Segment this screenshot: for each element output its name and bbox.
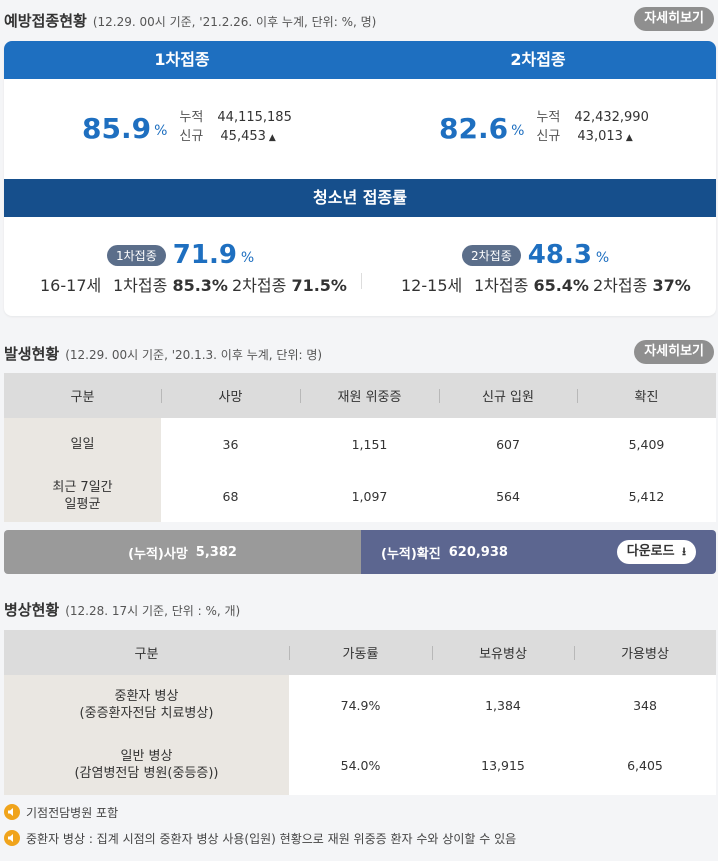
first-new-value: 45,453 <box>220 129 266 144</box>
teen-g2-rate: 48.3 <box>527 240 592 270</box>
vaccination-note: (12.29. 00시 기준, '21.2.26. 이후 누계, 단위: %, … <box>92 15 377 29</box>
cum-death-value: 5,382 <box>195 544 237 560</box>
beds-table: 구분 가동률 보유병상 가용병상 중환자 병상 (중증환자전담 치료병상) 74… <box>4 630 716 795</box>
table-cell: 1,384 <box>485 697 521 713</box>
first-dose-pct: % <box>154 123 168 139</box>
table-cell: 74.9% <box>340 697 381 713</box>
teen-g1-age: 16-17세 <box>40 276 102 295</box>
teen-g2-d1: 1차접종 65.4% <box>474 276 589 295</box>
col-header: 보유병상 <box>432 643 574 662</box>
teen-g1-rate: 71.9 <box>172 240 237 270</box>
table-cell: 5,412 <box>628 488 665 504</box>
table-cell: 5,409 <box>628 436 665 452</box>
vaccination-card: 1차접종 2차접종 85.9 % 누적 44,115,185 신규 45,453 ▲ … <box>4 41 716 316</box>
teen-group-12-15: 2차접종 48.3 % <box>462 240 609 270</box>
second-dose-rate: 82.6 <box>439 111 509 145</box>
col-header: 사망 <box>161 386 300 405</box>
download-label: 다운로드 <box>626 544 675 559</box>
table-cell: 54.0% <box>340 757 381 773</box>
table-cell: 13,915 <box>481 757 525 773</box>
col-header: 가동률 <box>289 643 432 662</box>
vaccination-header: 예방접종현황 (12.29. 00시 기준, '21.2.26. 이후 누계, … <box>4 10 376 31</box>
cum-conf-value: 620,938 <box>448 544 508 560</box>
table-cell: 1,097 <box>351 488 388 504</box>
speaker-icon <box>4 804 20 820</box>
first-new-label: 신규 <box>179 129 204 144</box>
teen-g2-pill: 2차접종 <box>462 244 521 266</box>
cum-death-label: (누적)사망 <box>128 546 188 562</box>
cases-header: 발생현황 (12.29. 00시 기준, '20.1.3. 이후 누계, 단위:… <box>4 343 322 364</box>
speaker-icon <box>4 830 20 846</box>
note-item: 기점전담병원 포함 <box>4 799 516 825</box>
teen-group-16-17: 1차접종 71.9 % <box>107 240 254 270</box>
table-row: 최근 7일간 일평균 68 1,097 564 5,412 <box>4 470 716 522</box>
table-cell: 36 <box>222 436 239 452</box>
teen-title: 청소년 접종률 <box>4 179 716 217</box>
vaccination-more-button[interactable]: 자세히보기 <box>634 7 714 31</box>
first-dose-block: 85.9 % 누적 44,115,185 신규 45,453 ▲ <box>82 108 292 148</box>
cases-title: 발생현황 <box>4 345 60 363</box>
beds-table-header: 구분 가동률 보유병상 가용병상 <box>4 630 716 675</box>
teen-g2-d2: 2차접종 37% <box>593 276 691 295</box>
note-text: 중환자 병상 : 집계 시점의 중환자 병상 사용(입원) 현황으로 재원 위중… <box>26 831 517 846</box>
cumulative-bar: (누적)사망 5,382 (누적)확진 620,938 다운로드 ⭳ <box>4 530 716 574</box>
table-cell: 6,405 <box>627 757 663 773</box>
teen-g2-pct: % <box>595 250 610 266</box>
cum-conf-label: (누적)확진 <box>381 546 441 562</box>
second-cum-value: 42,432,990 <box>574 110 649 125</box>
table-cell: 348 <box>633 697 657 713</box>
col-header: 구분 <box>70 390 95 405</box>
row-label: 중환자 병상 (중증환자전담 치료병상) <box>4 675 289 735</box>
second-cum-label: 누적 <box>536 110 561 125</box>
table-cell: 68 <box>222 488 239 504</box>
table-row: 중환자 병상 (중증환자전담 치료병상) 74.9% 1,384 348 <box>4 675 716 735</box>
teen-g1-d2: 2차접종 71.5% <box>232 276 347 295</box>
second-dose-label: 2차접종 <box>510 50 566 69</box>
table-cell: 564 <box>496 488 520 504</box>
note-text: 기점전담병원 포함 <box>26 805 119 820</box>
first-dose-label: 1차접종 <box>154 50 210 69</box>
dose-header-bar: 1차접종 2차접종 <box>4 41 716 79</box>
increase-icon: ▲ <box>268 133 276 143</box>
cases-table-header: 구분 사망 재원 위중증 신규 입원 확진 <box>4 373 716 418</box>
beds-header: 병상현황 (12.28. 17시 기준, 단위 : %, 개) <box>4 599 240 620</box>
cases-note: (12.29. 00시 기준, '20.1.3. 이후 누계, 단위: 명) <box>65 348 323 362</box>
teen-g1-pill: 1차접종 <box>107 244 166 266</box>
table-cell: 1,151 <box>351 436 388 452</box>
cases-more-button[interactable]: 자세히보기 <box>634 340 714 364</box>
second-dose-pct: % <box>511 123 525 139</box>
teen-g2-age: 12-15세 <box>401 276 463 295</box>
cum-death: (누적)사망 5,382 <box>4 530 361 574</box>
col-header: 재원 위중증 <box>300 386 439 405</box>
second-new-value: 43,013 <box>577 129 623 144</box>
table-cell: 607 <box>496 436 520 452</box>
table-row: 일일 36 1,151 607 5,409 <box>4 418 716 470</box>
col-header: 가용병상 <box>574 643 716 662</box>
row-label: 일반 병상 (감염병전담 병원(중등증)) <box>4 735 289 795</box>
table-row: 일반 병상 (감염병전담 병원(중등증)) 54.0% 13,915 6,405 <box>4 735 716 795</box>
col-header: 구분 <box>134 647 159 662</box>
beds-note: (12.28. 17시 기준, 단위 : %, 개) <box>65 604 241 618</box>
teen-g1-pct: % <box>240 250 255 266</box>
beds-title: 병상현황 <box>4 601 60 619</box>
row-label: 일일 <box>4 418 161 470</box>
vaccination-title: 예방접종현황 <box>4 12 87 30</box>
first-cum-label: 누적 <box>179 110 204 125</box>
beds-notes: 기점전담병원 포함 중환자 병상 : 집계 시점의 중환자 병상 사용(입원) … <box>4 799 516 851</box>
col-header: 확진 <box>577 386 716 405</box>
download-button[interactable]: 다운로드 ⭳ <box>616 540 696 564</box>
increase-icon: ▲ <box>625 133 633 143</box>
divider <box>361 273 362 289</box>
cum-confirmed: (누적)확진 620,938 다운로드 ⭳ <box>361 530 716 574</box>
col-header: 신규 입원 <box>439 386 577 405</box>
first-dose-rate: 85.9 <box>82 111 152 145</box>
download-icon: ⭳ <box>682 545 686 558</box>
second-new-label: 신규 <box>536 129 561 144</box>
cases-table: 구분 사망 재원 위중증 신규 입원 확진 일일 36 1,151 607 5,… <box>4 373 716 522</box>
row-label: 최근 7일간 일평균 <box>4 470 161 522</box>
first-cum-value: 44,115,185 <box>217 110 292 125</box>
note-item: 중환자 병상 : 집계 시점의 중환자 병상 사용(입원) 현황으로 재원 위중… <box>4 825 516 851</box>
teen-g1-d1: 1차접종 85.3% <box>113 276 228 295</box>
second-dose-block: 82.6 % 누적 42,432,990 신규 43,013 ▲ <box>439 108 649 148</box>
